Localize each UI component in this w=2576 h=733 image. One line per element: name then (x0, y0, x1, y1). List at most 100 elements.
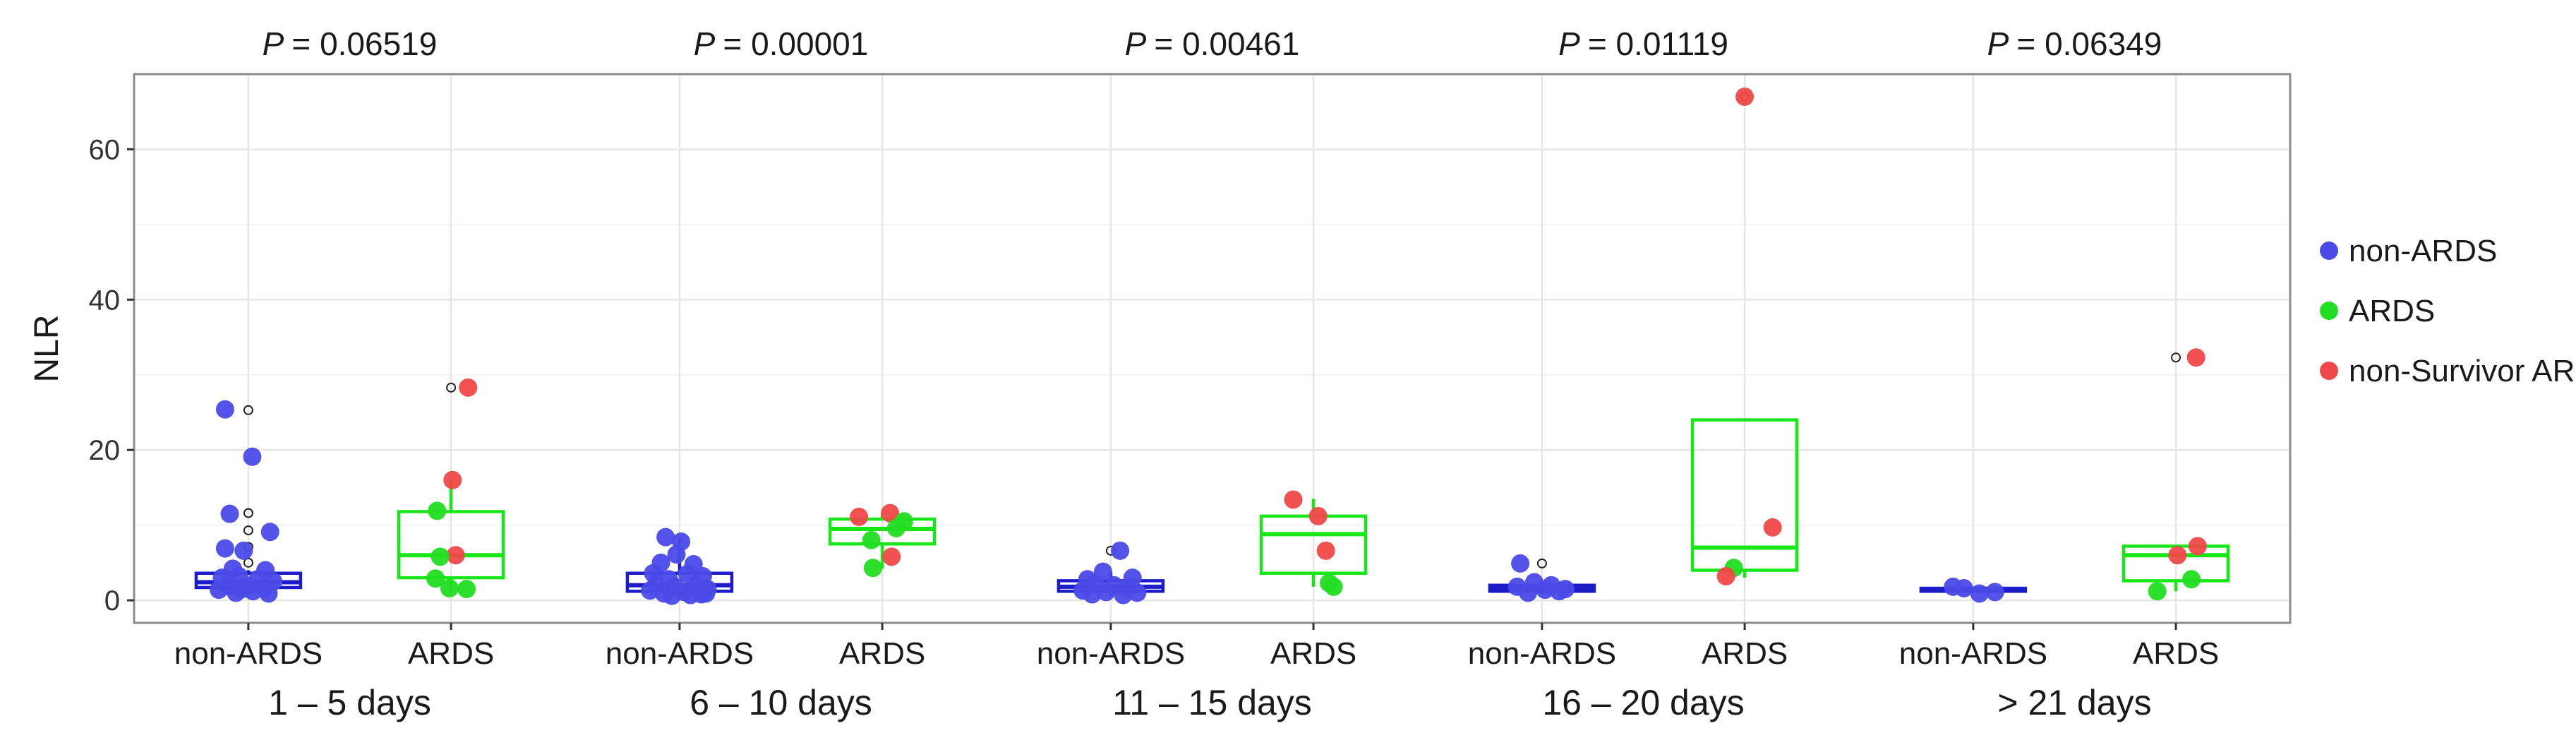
data-point-non-ards (220, 504, 239, 523)
data-point-non-survivor-ards (1716, 567, 1735, 586)
p-value-label: P = 0.01119 (1558, 25, 1728, 62)
data-point-non-ards (210, 580, 229, 600)
data-point-non-ards (681, 585, 700, 604)
x-category-label: non-ARDS (174, 636, 323, 671)
data-point-non-survivor-ards (1284, 490, 1303, 509)
x-category-label: ARDS (408, 636, 494, 671)
outlier-marker (243, 508, 253, 518)
p-value-prefix: P (694, 25, 723, 62)
legend-label: non-ARDS (2349, 234, 2497, 268)
x-category-label: ARDS (1702, 636, 1788, 671)
x-category-label: non-ARDS (1037, 636, 1185, 671)
data-point-non-ards (243, 447, 262, 466)
data-point-non-ards (215, 400, 234, 419)
x-category-label: ARDS (2133, 636, 2219, 671)
data-point-non-ards (1536, 580, 1555, 600)
x-category-label: non-ARDS (1468, 636, 1616, 671)
group-label: 1 – 5 days (268, 683, 431, 722)
p-value-number: = 0.06349 (2016, 25, 2162, 62)
data-point-ards (863, 559, 882, 578)
p-value-number: = 0.01119 (1588, 25, 1728, 62)
p-value-label: P = 0.00001 (694, 25, 869, 62)
data-point-non-ards (1083, 585, 1102, 604)
data-point-non-ards (1519, 583, 1538, 602)
y-tick-label: 20 (89, 435, 121, 466)
legend-layer: non-ARDS ARDS non-Survivor ARDS (2320, 234, 2576, 388)
data-point-ards (886, 518, 905, 537)
data-point-non-ards (1550, 582, 1569, 601)
x-category-label: non-ARDS (1899, 636, 2047, 671)
data-point-non-survivor-ards (882, 547, 901, 566)
outlier-marker (243, 525, 253, 536)
data-point-non-ards (1954, 579, 1973, 598)
data-point-non-survivor-ards (1763, 518, 1782, 537)
outlier-marker (2171, 352, 2181, 363)
data-point-non-ards (1985, 583, 2004, 602)
group-label: 16 – 20 days (1542, 683, 1744, 722)
box-ards (397, 510, 505, 580)
p-value-prefix: P (1558, 25, 1588, 62)
p-value-number: = 0.00001 (723, 25, 868, 62)
data-point-non-ards (260, 523, 279, 542)
y-tick-label: 60 (89, 134, 121, 165)
legend-label: non-Survivor ARDS (2349, 354, 2576, 388)
data-point-non-survivor-ards (2186, 348, 2205, 367)
x-category-label: ARDS (1270, 636, 1356, 671)
data-point-ards (431, 547, 450, 566)
data-point-non-ards (215, 539, 234, 558)
p-value-prefix: P (263, 25, 292, 62)
label-layer: non-ARDS ARDS 1 – 5 days P = 0.06519 non-ARD… (174, 25, 2219, 722)
legend-marker (2320, 362, 2338, 380)
data-point-ards (1324, 577, 1343, 596)
data-point-ards (440, 579, 459, 598)
point-layer (210, 87, 2207, 605)
data-point-non-survivor-ards (446, 546, 465, 565)
group-label: > 21 days (1997, 683, 2151, 722)
legend-marker (2320, 242, 2338, 260)
x-category-label: non-ARDS (606, 636, 754, 671)
box-ards (828, 517, 937, 546)
data-point-non-survivor-ards (881, 503, 900, 523)
y-axis-label: NLR (28, 314, 66, 382)
data-point-non-ards (234, 541, 253, 560)
p-value-prefix: P (1987, 25, 2017, 62)
data-point-non-survivor-ards (2168, 546, 2187, 565)
p-value-label: P = 0.00461 (1125, 25, 1300, 62)
data-point-non-ards (259, 584, 278, 603)
data-point-ards (2182, 570, 2201, 589)
data-point-ards (428, 501, 447, 520)
data-point-non-ards (656, 528, 675, 547)
data-point-non-ards (1128, 583, 1147, 602)
data-point-non-ards (1111, 541, 1130, 560)
data-point-non-ards (641, 581, 660, 600)
grid-layer (134, 74, 2290, 623)
p-value-number: = 0.00461 (1154, 25, 1299, 62)
group-label: 11 – 15 days (1112, 683, 1312, 722)
data-point-non-ards (1097, 583, 1116, 602)
legend-label: ARDS (2349, 294, 2435, 328)
outlier-marker (446, 382, 457, 393)
data-point-ards (2148, 582, 2167, 601)
data-point-non-ards (1970, 584, 1989, 603)
data-point-non-survivor-ards (459, 378, 478, 397)
data-point-non-survivor-ards (1308, 506, 1328, 525)
data-point-non-ards (697, 584, 716, 603)
p-value-label: P = 0.06519 (263, 25, 438, 62)
outlier-marker (243, 405, 253, 415)
data-point-ards (426, 569, 445, 588)
data-point-non-survivor-ards (1316, 541, 1335, 560)
data-point-non-ards (233, 580, 252, 599)
box-ards (1690, 418, 1799, 572)
data-point-non-ards (662, 586, 681, 605)
data-point-non-survivor-ards (443, 470, 462, 489)
box-layer (194, 91, 2230, 597)
y-tick-label: 40 (89, 285, 121, 316)
data-point-ards (457, 580, 476, 599)
group-label: 6 – 10 days (690, 683, 872, 722)
p-value-label: P = 0.06349 (1987, 25, 2162, 62)
panel-border (133, 73, 2292, 624)
data-point-non-survivor-ards (1735, 87, 1755, 106)
y-tick-label: 0 (104, 585, 120, 616)
